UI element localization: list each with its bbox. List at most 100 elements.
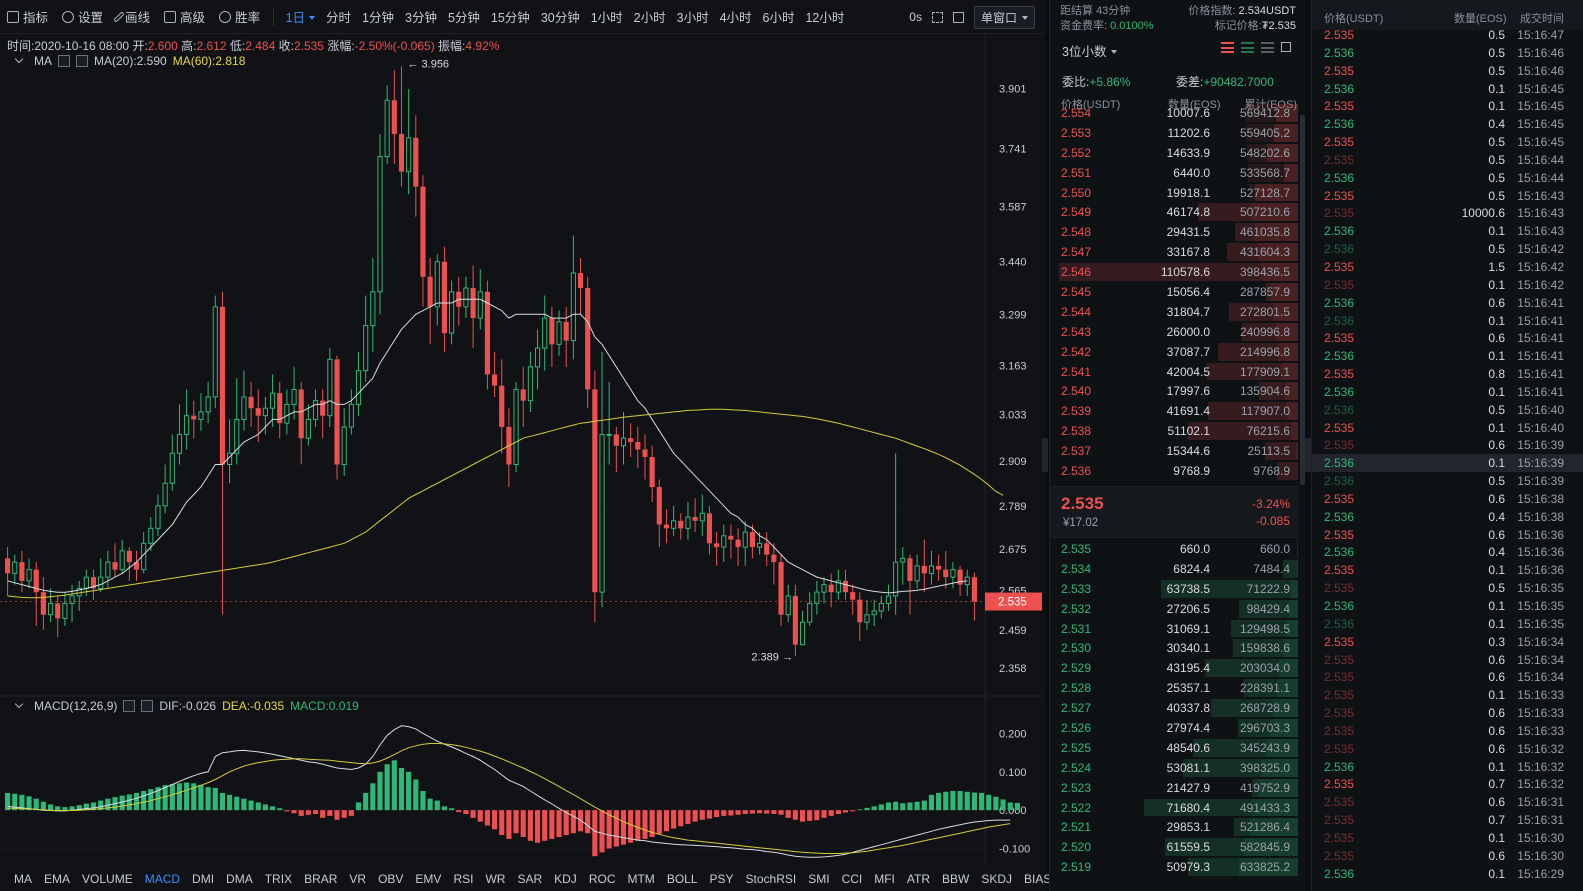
trade-row[interactable]: 2.535 0.6 15:16:34 — [1312, 668, 1583, 686]
bid-row[interactable]: 2.529 43195.4 203034.0 — [1050, 658, 1298, 678]
collapse-ma-icon[interactable] — [14, 54, 24, 64]
interval-12[interactable]: 12小时 — [800, 7, 850, 26]
ask-row[interactable]: 2.550 19918.1 527128.7 — [1050, 183, 1298, 203]
trade-row[interactable]: 2.535 0.6 15:16:31 — [1312, 793, 1583, 811]
ask-row[interactable]: 2.541 42004.5 177909.1 — [1050, 362, 1298, 382]
ask-row[interactable]: 2.545 15056.4 287857.9 — [1050, 282, 1298, 302]
ask-row[interactable]: 2.539 41691.4 117907.0 — [1050, 401, 1298, 421]
ask-row[interactable]: 2.538 51102.1 76215.6 — [1050, 421, 1298, 441]
ask-row[interactable]: 2.548 29431.5 461035.8 — [1050, 222, 1298, 242]
trade-row[interactable]: 2.535 0.5 15:16:45 — [1312, 133, 1583, 151]
bid-row[interactable]: 2.534 6824.4 7484.4 — [1050, 559, 1298, 579]
trade-row[interactable]: 2.535 0.5 15:16:43 — [1312, 187, 1583, 205]
trade-row[interactable]: 2.535 0.7 15:16:32 — [1312, 775, 1583, 793]
indicator-button[interactable]: 指标 — [0, 0, 55, 34]
trade-row[interactable]: 2.535 0.1 15:16:30 — [1312, 829, 1583, 847]
interval-8[interactable]: 2小时 — [628, 7, 671, 26]
trade-row[interactable]: 2.536 0.1 15:16:35 — [1312, 597, 1583, 615]
bid-row[interactable]: 2.521 29853.1 521286.4 — [1050, 817, 1298, 837]
bid-row[interactable]: 2.531 31069.1 129498.5 — [1050, 619, 1298, 639]
ask-row[interactable]: 2.553 11202.6 559405.2 — [1050, 123, 1298, 143]
trade-row[interactable]: 2.535 0.6 15:16:33 — [1312, 722, 1583, 740]
bid-row[interactable]: 2.519 50979.3 633825.2 — [1050, 857, 1298, 876]
indicator-tab-sar[interactable]: SAR — [517, 871, 543, 886]
indicator-tab-roc[interactable]: ROC — [588, 871, 616, 886]
trade-row[interactable]: 2.535 0.6 15:16:41 — [1312, 329, 1583, 347]
bid-row[interactable]: 2.522 71680.4 491433.3 — [1050, 798, 1298, 818]
interval-5[interactable]: 15分钟 — [485, 7, 535, 26]
chart-resize-handle[interactable] — [1042, 438, 1048, 472]
trade-row[interactable]: 2.536 0.1 15:16:43 — [1312, 222, 1583, 240]
trade-row[interactable]: 2.535 0.6 15:16:38 — [1312, 490, 1583, 508]
interval-11[interactable]: 6小时 — [757, 7, 800, 26]
trade-row[interactable]: 2.536 0.1 15:16:39 — [1312, 454, 1583, 473]
trade-row[interactable]: 2.535 0.5 15:16:44 — [1312, 151, 1583, 169]
interval-0[interactable]: 1日 — [280, 7, 320, 26]
indicator-tab-macd[interactable]: MACD — [144, 871, 181, 886]
advanced-button[interactable]: 高级 — [157, 0, 212, 34]
trade-row[interactable]: 2.535 0.5 15:16:47 — [1312, 26, 1583, 44]
interval-1[interactable]: 分时 — [321, 7, 357, 26]
indicator-tab-bias[interactable]: BIAS — [1024, 871, 1052, 886]
trade-row[interactable]: 2.535 0.8 15:16:41 — [1312, 365, 1583, 383]
macd-settings-icon[interactable] — [123, 700, 136, 712]
trade-row[interactable]: 2.536 0.5 15:16:40 — [1312, 401, 1583, 419]
indicator-tab-ma[interactable]: MA — [14, 871, 32, 886]
ask-row[interactable]: 2.549 46174.8 507210.6 — [1050, 202, 1298, 222]
trade-row[interactable]: 2.535 0.1 15:16:40 — [1312, 419, 1583, 437]
window-mode-select[interactable]: 单窗口 — [973, 5, 1035, 29]
trade-row[interactable]: 2.535 0.1 15:16:45 — [1312, 97, 1583, 115]
book-bids-icon[interactable] — [1241, 42, 1254, 53]
bid-row[interactable]: 2.533 63738.5 71222.9 — [1050, 579, 1298, 599]
trade-row[interactable]: 2.536 0.4 15:16:38 — [1312, 508, 1583, 526]
trade-row[interactable]: 2.536 0.1 15:16:41 — [1312, 383, 1583, 401]
interval-2[interactable]: 1分钟 — [357, 7, 400, 26]
indicator-tab-smi[interactable]: SMI — [808, 871, 830, 886]
bid-row[interactable]: 2.528 25357.1 228391.1 — [1050, 678, 1298, 698]
trade-row[interactable]: 2.535 0.5 15:16:35 — [1312, 579, 1583, 597]
interval-3[interactable]: 3分钟 — [400, 7, 443, 26]
trade-row[interactable]: 2.536 0.1 15:16:29 — [1312, 865, 1583, 883]
trade-row[interactable]: 2.536 0.5 15:16:42 — [1312, 240, 1583, 258]
indicator-tab-stochrsi[interactable]: StochRSI — [745, 871, 797, 886]
indicator-tab-mtm[interactable]: MTM — [627, 871, 655, 886]
indicator-tab-ema[interactable]: EMA — [44, 871, 71, 886]
book-both-icon[interactable] — [1221, 42, 1234, 53]
indicator-tab-brar[interactable]: BRAR — [304, 871, 338, 886]
book-resize-handle[interactable] — [1305, 438, 1311, 472]
ma-close-icon[interactable] — [76, 55, 88, 67]
interval-7[interactable]: 1小时 — [585, 7, 628, 26]
ask-row[interactable]: 2.537 15344.6 25113.5 — [1050, 441, 1298, 461]
bid-row[interactable]: 2.535 660.0 660.0 — [1050, 539, 1298, 559]
indicator-tab-mfi[interactable]: MFI — [874, 871, 895, 886]
trade-row[interactable]: 2.535 0.3 15:16:34 — [1312, 633, 1583, 651]
ask-row[interactable]: 2.540 17997.6 135904.6 — [1050, 381, 1298, 401]
interval-6[interactable]: 30分钟 — [535, 7, 585, 26]
trade-row[interactable]: 2.535 0.7 15:16:31 — [1312, 811, 1583, 829]
bid-row[interactable]: 2.523 21427.9 419752.9 — [1050, 778, 1298, 798]
indicator-tab-bbw[interactable]: BBW — [942, 871, 970, 886]
indicator-tab-rsi[interactable]: RSI — [453, 871, 474, 886]
indicator-tab-kdj[interactable]: KDJ — [554, 871, 577, 886]
interval-9[interactable]: 3小时 — [671, 7, 714, 26]
book-asks-icon[interactable] — [1261, 42, 1274, 53]
indicator-tab-wr[interactable]: WR — [485, 871, 506, 886]
indicator-tab-vr[interactable]: VR — [349, 871, 367, 886]
ask-row[interactable]: 2.543 26000.0 240996.8 — [1050, 322, 1298, 342]
ma-settings-icon[interactable] — [58, 55, 70, 67]
indicator-tab-dma[interactable]: DMA — [226, 871, 253, 886]
trade-row[interactable]: 2.536 0.5 15:16:46 — [1312, 44, 1583, 62]
trade-row[interactable]: 2.535 0.5 15:16:46 — [1312, 62, 1583, 80]
ask-row[interactable]: 2.554 10007.6 569412.8 — [1050, 103, 1298, 123]
fullscreen-icon[interactable] — [931, 11, 943, 23]
trade-row[interactable]: 2.535 10000.6 15:16:43 — [1312, 204, 1583, 222]
bid-row[interactable]: 2.532 27206.5 98429.4 — [1050, 599, 1298, 619]
trade-row[interactable]: 2.535 0.6 15:16:34 — [1312, 651, 1583, 669]
chart-panel[interactable]: 指标 设置 画线 高级 胜率 1日 分时 1分钟 3分钟 5分钟 15分钟 30分钟 1小时 2… — [0, 0, 1051, 891]
decimal-select[interactable]: 3位小数 — [1062, 41, 1118, 60]
ask-row[interactable]: 2.551 6440.0 533568.7 — [1050, 163, 1298, 183]
ask-row[interactable]: 2.547 33167.8 431604.3 — [1050, 242, 1298, 262]
trade-row[interactable]: 2.535 0.6 15:16:30 — [1312, 847, 1583, 865]
indicator-tab-skdj[interactable]: SKDJ — [981, 871, 1013, 886]
trade-row[interactable]: 2.536 0.4 15:16:45 — [1312, 115, 1583, 133]
